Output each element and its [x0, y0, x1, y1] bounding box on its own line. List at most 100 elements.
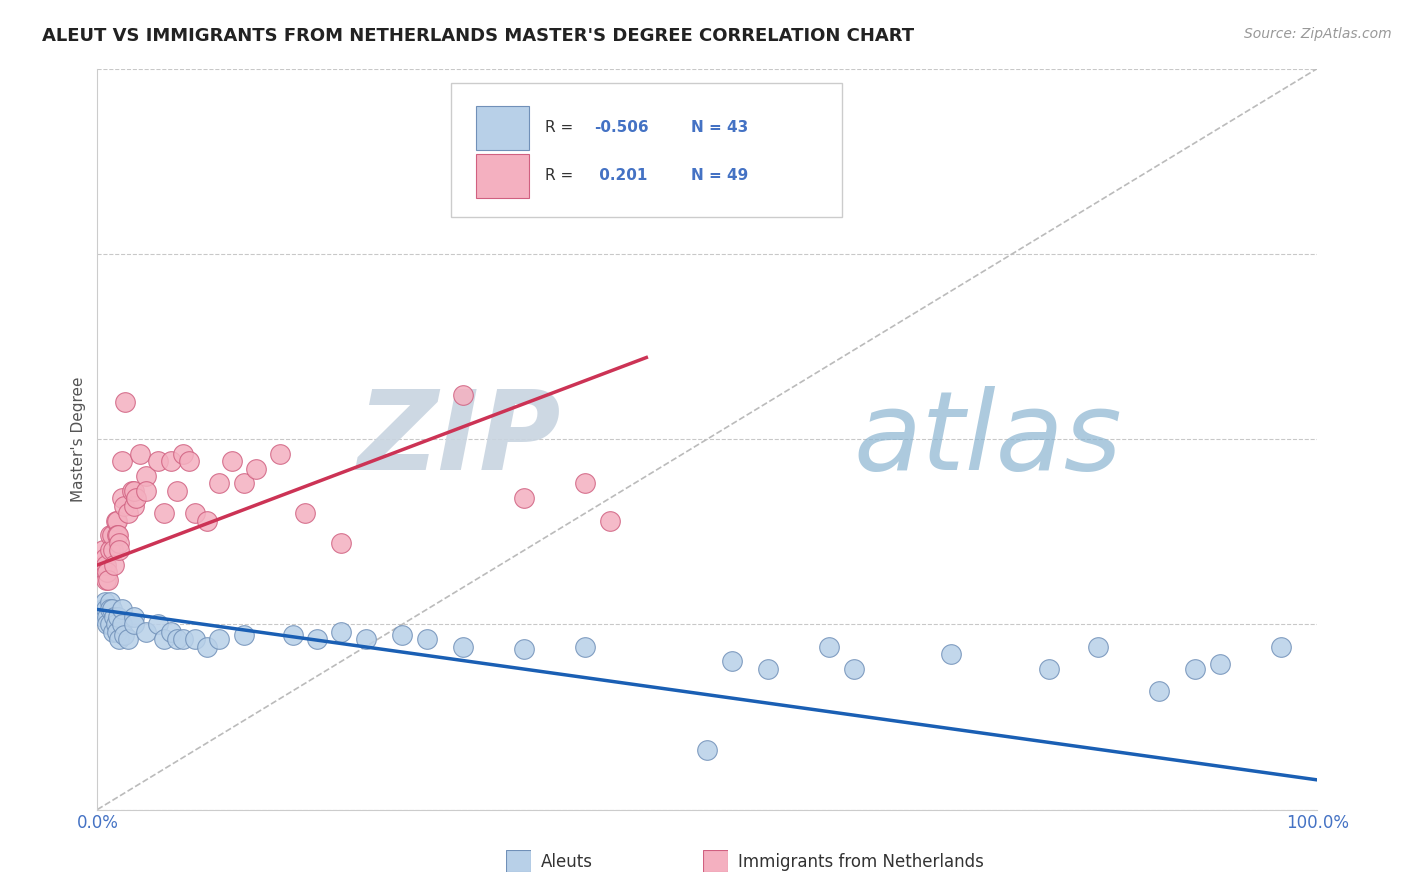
Point — [98, 528, 121, 542]
Point — [1147, 684, 1170, 698]
Point — [172, 632, 194, 646]
Point — [177, 454, 200, 468]
Point — [122, 610, 145, 624]
Point — [294, 506, 316, 520]
Point — [221, 454, 243, 468]
Point — [195, 514, 218, 528]
Point — [93, 543, 115, 558]
Point — [111, 454, 134, 468]
Point — [1087, 640, 1109, 654]
Point — [818, 640, 841, 654]
Point — [117, 506, 139, 520]
Point — [121, 483, 143, 498]
Point — [111, 617, 134, 632]
Point — [330, 624, 353, 639]
FancyBboxPatch shape — [451, 83, 842, 217]
Point — [103, 610, 125, 624]
Point — [391, 628, 413, 642]
Point — [135, 624, 157, 639]
Point — [107, 528, 129, 542]
Point — [696, 743, 718, 757]
Point — [195, 640, 218, 654]
Point — [101, 602, 124, 616]
Text: 0.201: 0.201 — [593, 169, 647, 184]
Point — [159, 624, 181, 639]
Point — [148, 617, 170, 632]
Point — [756, 662, 779, 676]
Text: atlas: atlas — [853, 385, 1122, 492]
Point — [112, 499, 135, 513]
Text: Source: ZipAtlas.com: Source: ZipAtlas.com — [1244, 27, 1392, 41]
Point — [842, 662, 865, 676]
Point — [98, 543, 121, 558]
Point — [513, 491, 536, 506]
Point — [98, 602, 121, 616]
Point — [103, 543, 125, 558]
Point — [184, 506, 207, 520]
Point — [184, 632, 207, 646]
Point — [166, 632, 188, 646]
Point — [153, 506, 176, 520]
Point — [94, 573, 117, 587]
Point — [330, 535, 353, 549]
Text: Immigrants from Netherlands: Immigrants from Netherlands — [738, 853, 984, 871]
Point — [117, 632, 139, 646]
Text: N = 43: N = 43 — [692, 120, 749, 136]
Point — [96, 566, 118, 580]
FancyBboxPatch shape — [475, 106, 529, 150]
Point — [93, 610, 115, 624]
Point — [159, 454, 181, 468]
Point — [1038, 662, 1060, 676]
Point — [108, 632, 131, 646]
Point — [103, 558, 125, 572]
Text: ALEUT VS IMMIGRANTS FROM NETHERLANDS MASTER'S DEGREE CORRELATION CHART: ALEUT VS IMMIGRANTS FROM NETHERLANDS MAS… — [42, 27, 914, 45]
Point — [96, 617, 118, 632]
FancyBboxPatch shape — [475, 154, 529, 198]
Point — [172, 447, 194, 461]
Point — [232, 628, 254, 642]
Point — [93, 602, 115, 616]
Point — [1209, 657, 1232, 672]
Point — [232, 476, 254, 491]
Point — [98, 617, 121, 632]
Text: Aleuts: Aleuts — [541, 853, 593, 871]
Point — [111, 602, 134, 616]
Text: R =: R = — [546, 169, 578, 184]
Point — [208, 632, 231, 646]
Point — [416, 632, 439, 646]
Point — [574, 640, 596, 654]
Point — [574, 476, 596, 491]
Point — [105, 528, 128, 542]
Point — [1184, 662, 1206, 676]
Point — [94, 558, 117, 572]
Point — [105, 514, 128, 528]
Point — [1270, 640, 1292, 654]
Point — [108, 535, 131, 549]
Point — [354, 632, 377, 646]
Text: ZIP: ZIP — [357, 385, 561, 492]
Point — [93, 550, 115, 565]
Point — [94, 602, 117, 616]
Point — [111, 491, 134, 506]
Point — [208, 476, 231, 491]
Point — [453, 640, 475, 654]
Point — [135, 469, 157, 483]
Point — [101, 528, 124, 542]
Point — [269, 447, 291, 461]
Point — [105, 624, 128, 639]
Point — [112, 628, 135, 642]
Text: R =: R = — [546, 120, 578, 136]
Point — [129, 447, 152, 461]
Point — [103, 624, 125, 639]
Point — [107, 610, 129, 624]
Point — [148, 454, 170, 468]
Point — [114, 395, 136, 409]
Text: -0.506: -0.506 — [593, 120, 648, 136]
Point — [91, 558, 114, 572]
Point — [104, 514, 127, 528]
Point — [941, 647, 963, 661]
Point — [281, 628, 304, 642]
Point — [125, 491, 148, 506]
Point — [98, 595, 121, 609]
Point — [720, 654, 742, 668]
